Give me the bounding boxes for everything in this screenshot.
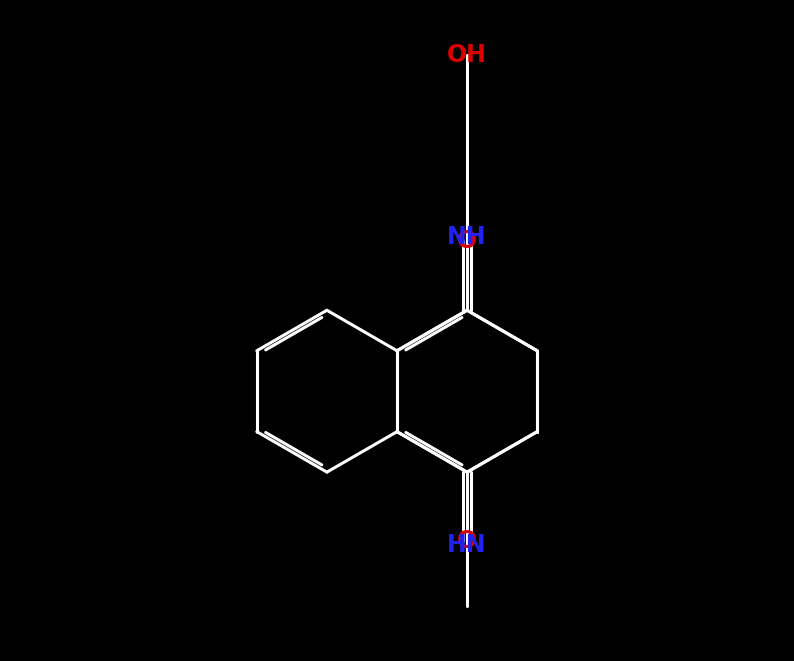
Text: NH: NH [447, 225, 487, 249]
Text: O: O [457, 529, 477, 553]
Text: HN: HN [447, 533, 487, 557]
Text: OH: OH [447, 44, 487, 67]
Text: O: O [457, 229, 477, 253]
